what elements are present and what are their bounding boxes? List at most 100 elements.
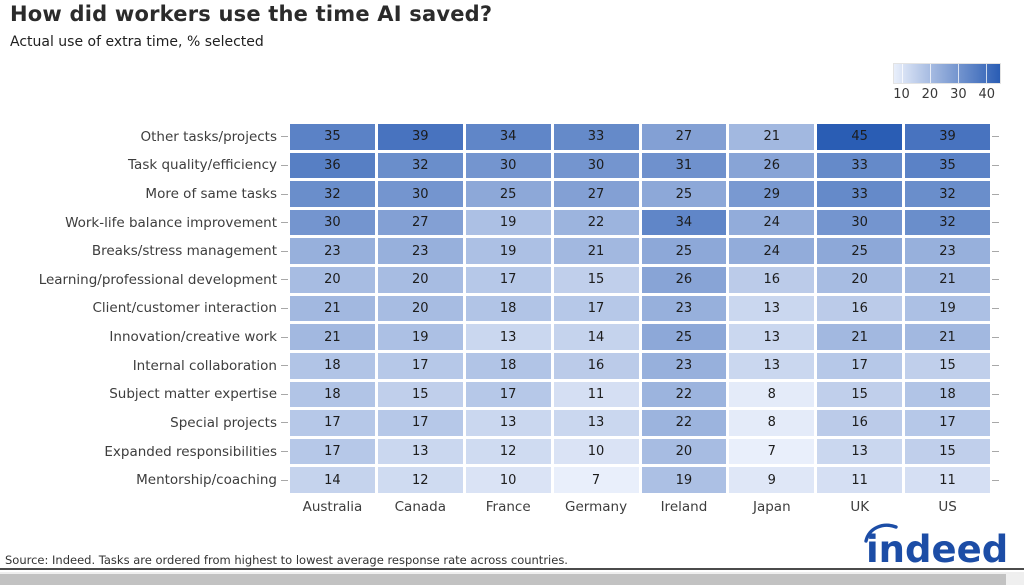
heatmap-cell: 16	[553, 352, 639, 379]
heatmap-cell: 34	[465, 124, 551, 150]
heatmap-cell: 21	[729, 124, 815, 150]
row-label: More of same tasks	[145, 186, 277, 203]
heatmap-cell: 13	[817, 438, 903, 465]
column-label: Ireland	[660, 499, 708, 515]
heatmap-cell: 21	[905, 324, 990, 350]
heatmap-cell: 13	[553, 410, 639, 436]
row-tick-mark	[281, 324, 289, 350]
heatmap-cell: 19	[641, 467, 727, 493]
heatmap-cell: 15	[817, 381, 903, 408]
colorbar-tick-label: 10	[893, 87, 910, 102]
heatmap-cell: 10	[553, 438, 639, 465]
heatmap-cell: 19	[905, 295, 990, 322]
heatmap-cell: 33	[817, 181, 903, 207]
heatmap-cell: 20	[377, 267, 463, 293]
heatmap-cell: 17	[377, 352, 463, 379]
heatmap-cell: 15	[905, 352, 990, 379]
row-tick-mark	[281, 267, 289, 293]
heatmap-cell: 25	[641, 324, 727, 350]
colorbar-tick-labels: 10 20 30 40	[893, 87, 1001, 103]
heatmap-cell: 20	[377, 295, 463, 322]
row-tick-mark	[992, 439, 1000, 465]
heatmap-cell: 33	[553, 124, 639, 150]
row-label: Mentorship/coaching	[136, 472, 277, 489]
row-label: Special projects	[170, 414, 277, 431]
row-tick-mark	[281, 124, 289, 150]
logo-swoosh-icon	[864, 523, 898, 543]
horizontal-scrollbar[interactable]	[0, 570, 1024, 585]
heatmap-cell: 35	[290, 124, 375, 150]
row-tick-mark	[992, 267, 1000, 293]
colorbar-tick-mark	[958, 64, 960, 83]
column-label: France	[485, 499, 531, 515]
source-note: Source: Indeed. Tasks are ordered from h…	[5, 553, 568, 567]
indeed-logo: indeed	[856, 519, 1016, 571]
row-label: Learning/professional development	[38, 271, 277, 288]
row-tick-mark	[992, 296, 1000, 322]
row-tick-mark	[281, 467, 289, 493]
colorbar-tick-mark	[902, 64, 904, 83]
heatmap-cell: 8	[729, 410, 815, 436]
heatmap-cell: 17	[905, 410, 990, 436]
row-tick-mark	[992, 210, 1000, 236]
heatmap-cell: 19	[465, 238, 551, 265]
heatmap-cell: 17	[817, 352, 903, 379]
heatmap-cell: 25	[465, 181, 551, 207]
heatmap-cell: 14	[553, 324, 639, 350]
heatmap-cell: 18	[290, 352, 375, 379]
heatmap-cell: 17	[465, 381, 551, 408]
column-axis-labels: Australia Canada France Germany Ireland Japan…	[290, 499, 990, 515]
heatmap-cell: 11	[553, 381, 639, 408]
heatmap-cell: 30	[377, 181, 463, 207]
heatmap-cell: 30	[465, 152, 551, 179]
heatmap-cell: 26	[729, 152, 815, 179]
heatmap-cell: 21	[290, 324, 375, 350]
row-label: Other tasks/projects	[140, 128, 277, 145]
heatmap-cell: 12	[465, 438, 551, 465]
row-ticks-right	[992, 124, 1000, 493]
colorbar-tick-label: 20	[921, 87, 939, 102]
heatmap-cell: 18	[290, 381, 375, 408]
heatmap-cell: 25	[641, 238, 727, 265]
row-tick-mark	[992, 353, 1000, 379]
heatmap-cell: 20	[290, 267, 375, 293]
indeed-logo-svg: indeed	[864, 523, 1008, 571]
heatmap-cell: 16	[817, 410, 903, 436]
heatmap-cell: 18	[465, 352, 551, 379]
chart-title: How did workers use the time AI saved?	[10, 2, 493, 26]
row-tick-mark	[281, 296, 289, 322]
heatmap-cell: 27	[641, 124, 727, 150]
colorbar-tick-label: 30	[950, 87, 967, 102]
heatmap-cell: 23	[641, 352, 727, 379]
heatmap-cell: 19	[377, 324, 463, 350]
heatmap-cell: 32	[290, 181, 375, 207]
heatmap-cell: 22	[553, 209, 639, 236]
heatmap-cell: 35	[905, 152, 990, 179]
heatmap-cell: 21	[290, 295, 375, 322]
row-axis-labels: Other tasks/projects Task quality/efficie…	[0, 124, 277, 493]
heatmap-cell: 13	[729, 324, 815, 350]
row-label: Work-life balance improvement	[65, 214, 277, 231]
row-label: Client/customer interaction	[92, 300, 277, 317]
row-label: Innovation/creative work	[109, 329, 277, 346]
heatmap-cell: 18	[465, 295, 551, 322]
heatmap-cell: 23	[905, 238, 990, 265]
scrollbar-thumb[interactable]	[0, 574, 1006, 585]
row-tick-mark	[992, 324, 1000, 350]
colorbar-gradient	[893, 63, 1001, 84]
heatmap-cell: 21	[553, 238, 639, 265]
heatmap-cell: 30	[553, 152, 639, 179]
heatmap-cell: 13	[465, 410, 551, 436]
chart-subtitle: Actual use of extra time, % selected	[10, 34, 264, 50]
footer-divider	[0, 568, 1024, 570]
heatmap-cell: 13	[465, 324, 551, 350]
heatmap-cell: 22	[641, 381, 727, 408]
heatmap-cell: 15	[377, 381, 463, 408]
heatmap-cell: 10	[465, 467, 551, 493]
heatmap-cell: 45	[817, 124, 903, 150]
row-tick-mark	[281, 410, 289, 436]
heatmap-cell: 29	[729, 181, 815, 207]
row-label: Internal collaboration	[132, 357, 277, 374]
column-label: UK	[850, 499, 870, 515]
heatmap-cell: 16	[817, 295, 903, 322]
